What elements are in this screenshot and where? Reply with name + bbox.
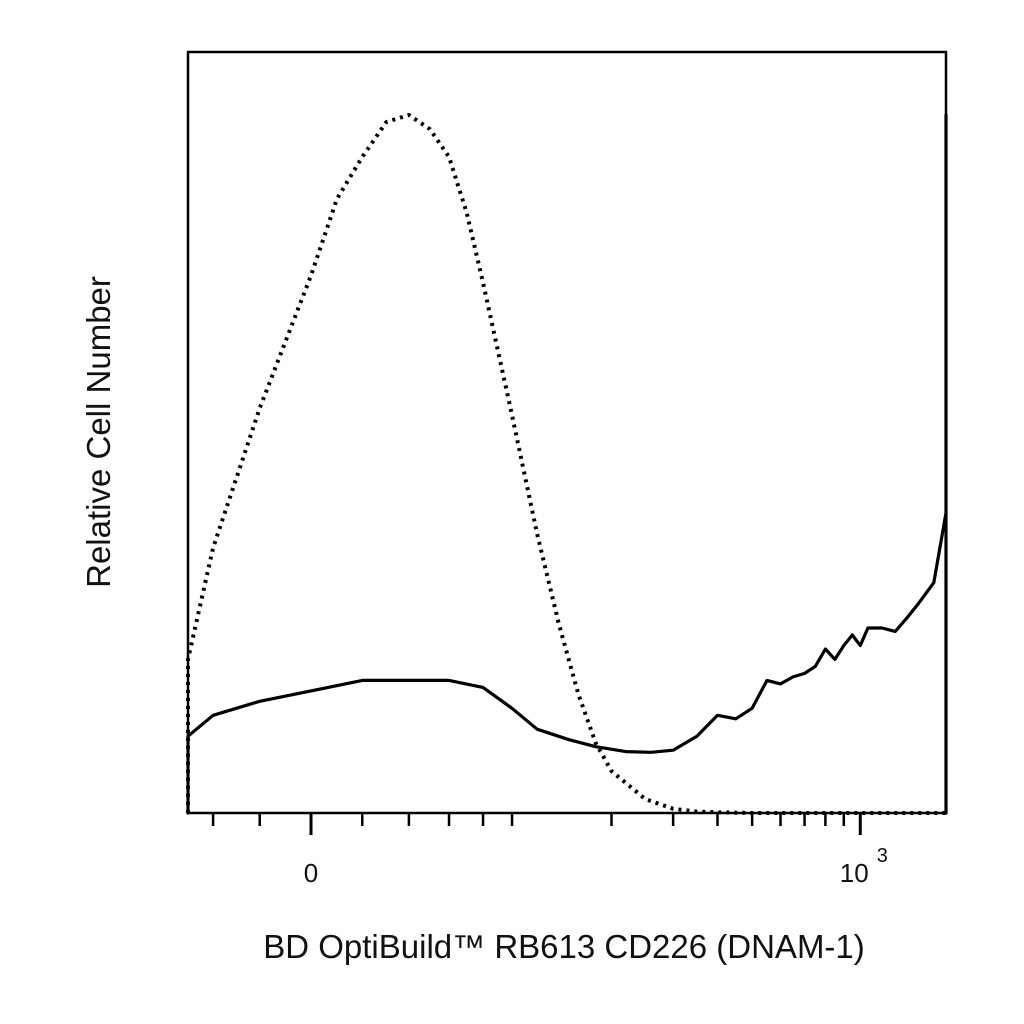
x-tick-labels: 0103104105 xyxy=(304,845,888,888)
x-minor-ticks xyxy=(211,813,846,826)
series-0-line xyxy=(186,113,946,815)
plot-frame xyxy=(186,50,948,815)
x-tick-label: 0 xyxy=(304,858,318,888)
series-layer xyxy=(186,113,948,815)
x-tick-label-exponent: 3 xyxy=(877,845,888,867)
x-axis-title: BD OptiBuild™ RB613 CD226 (DNAM-1) xyxy=(263,928,865,965)
series-1-line xyxy=(186,113,948,815)
y-axis-title: Relative Cell Number xyxy=(80,276,117,588)
x-tick-label: 10 xyxy=(840,858,869,888)
x-major-ticks xyxy=(309,813,862,835)
